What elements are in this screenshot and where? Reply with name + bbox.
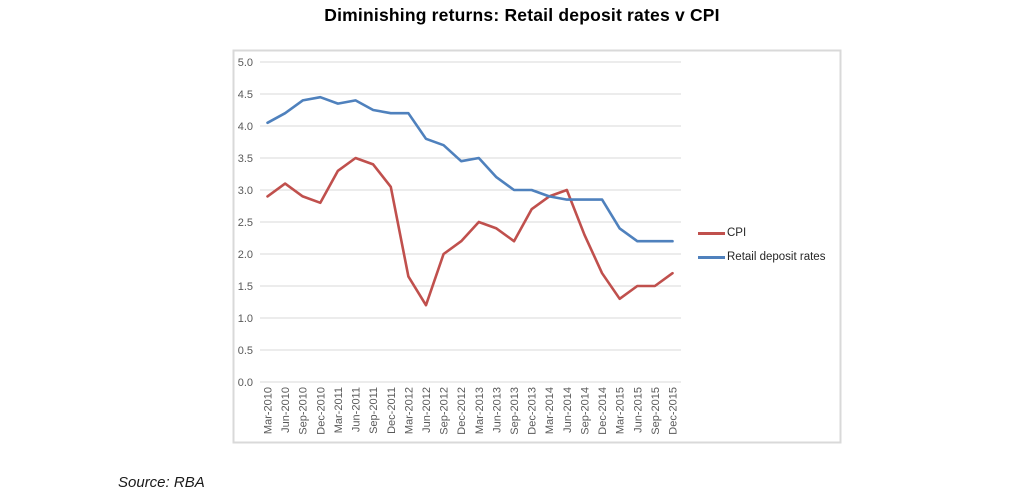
x-axis-tick-label: Sep-2012 — [439, 387, 451, 435]
x-axis-tick-label: Jun-2012 — [421, 387, 433, 433]
x-axis-tick-label: Jun-2014 — [562, 387, 574, 433]
y-axis-tick-label: 1.5 — [238, 281, 253, 293]
series-line-retail-deposit-rates — [266, 95, 674, 243]
legend-swatch-cpi — [698, 231, 725, 235]
legend-label: Retail deposit rates — [727, 251, 826, 263]
x-axis-tick-label: Sep-2015 — [650, 387, 662, 435]
y-axis-tick-label: 4.0 — [238, 121, 253, 133]
y-axis-tick-label: 5.0 — [238, 57, 253, 69]
x-axis-tick-label: Dec-2012 — [456, 387, 468, 435]
x-axis-tick-label: Dec-2013 — [527, 387, 539, 435]
y-axis-tick-label: 3.0 — [238, 185, 253, 197]
x-axis-tick-label: Mar-2010 — [263, 387, 275, 434]
x-axis-tick-label: Mar-2013 — [474, 387, 486, 434]
source-note: Source: RBA — [118, 474, 205, 491]
x-axis-tick-label: Jun-2010 — [280, 387, 292, 433]
x-axis-tick-label: Mar-2015 — [615, 387, 627, 434]
x-axis-tick-label: Mar-2012 — [403, 387, 415, 434]
x-axis-tick-label: Dec-2015 — [668, 387, 680, 435]
x-axis-tick-label: Dec-2010 — [315, 387, 327, 435]
x-axis-tick-label: Mar-2014 — [544, 387, 556, 434]
legend-item-cpi: CPI — [698, 221, 825, 245]
legend-label: CPI — [727, 227, 747, 239]
x-axis-tick-label: Sep-2013 — [509, 387, 521, 435]
x-axis-tick-label: Jun-2011 — [351, 387, 363, 432]
y-axis-tick-label: 2.5 — [238, 217, 253, 229]
x-axis-tick-label: Dec-2014 — [597, 387, 609, 435]
x-axis-tick-label: Jun-2015 — [632, 387, 644, 433]
y-axis-tick-label: 4.5 — [238, 89, 253, 101]
x-axis-tick-label: Mar-2011 — [333, 387, 345, 433]
chart-title: Diminishing returns: Retail deposit rate… — [324, 5, 720, 25]
x-axis-tick-label: Sep-2010 — [298, 387, 310, 435]
legend-swatch-retail-deposit-rates — [698, 255, 725, 259]
x-axis-tick-label: Dec-2011 — [386, 387, 398, 434]
y-axis-tick-label: 0.0 — [238, 377, 253, 389]
series-line-cpi — [266, 156, 674, 307]
y-axis-tick-label: 1.0 — [238, 313, 253, 325]
y-axis-tick-label: 2.0 — [238, 249, 253, 261]
legend: CPI Retail deposit rates — [698, 221, 825, 269]
x-axis-tick-label: Sep-2011 — [368, 387, 380, 434]
chart-border — [232, 49, 842, 444]
y-axis-tick-label: 3.5 — [238, 153, 253, 165]
x-axis-tick-label: Jun-2013 — [491, 387, 503, 433]
legend-item-retail-deposit-rates: Retail deposit rates — [698, 245, 825, 269]
x-axis-tick-label: Sep-2014 — [579, 387, 591, 435]
y-axis-tick-label: 0.5 — [238, 345, 253, 357]
